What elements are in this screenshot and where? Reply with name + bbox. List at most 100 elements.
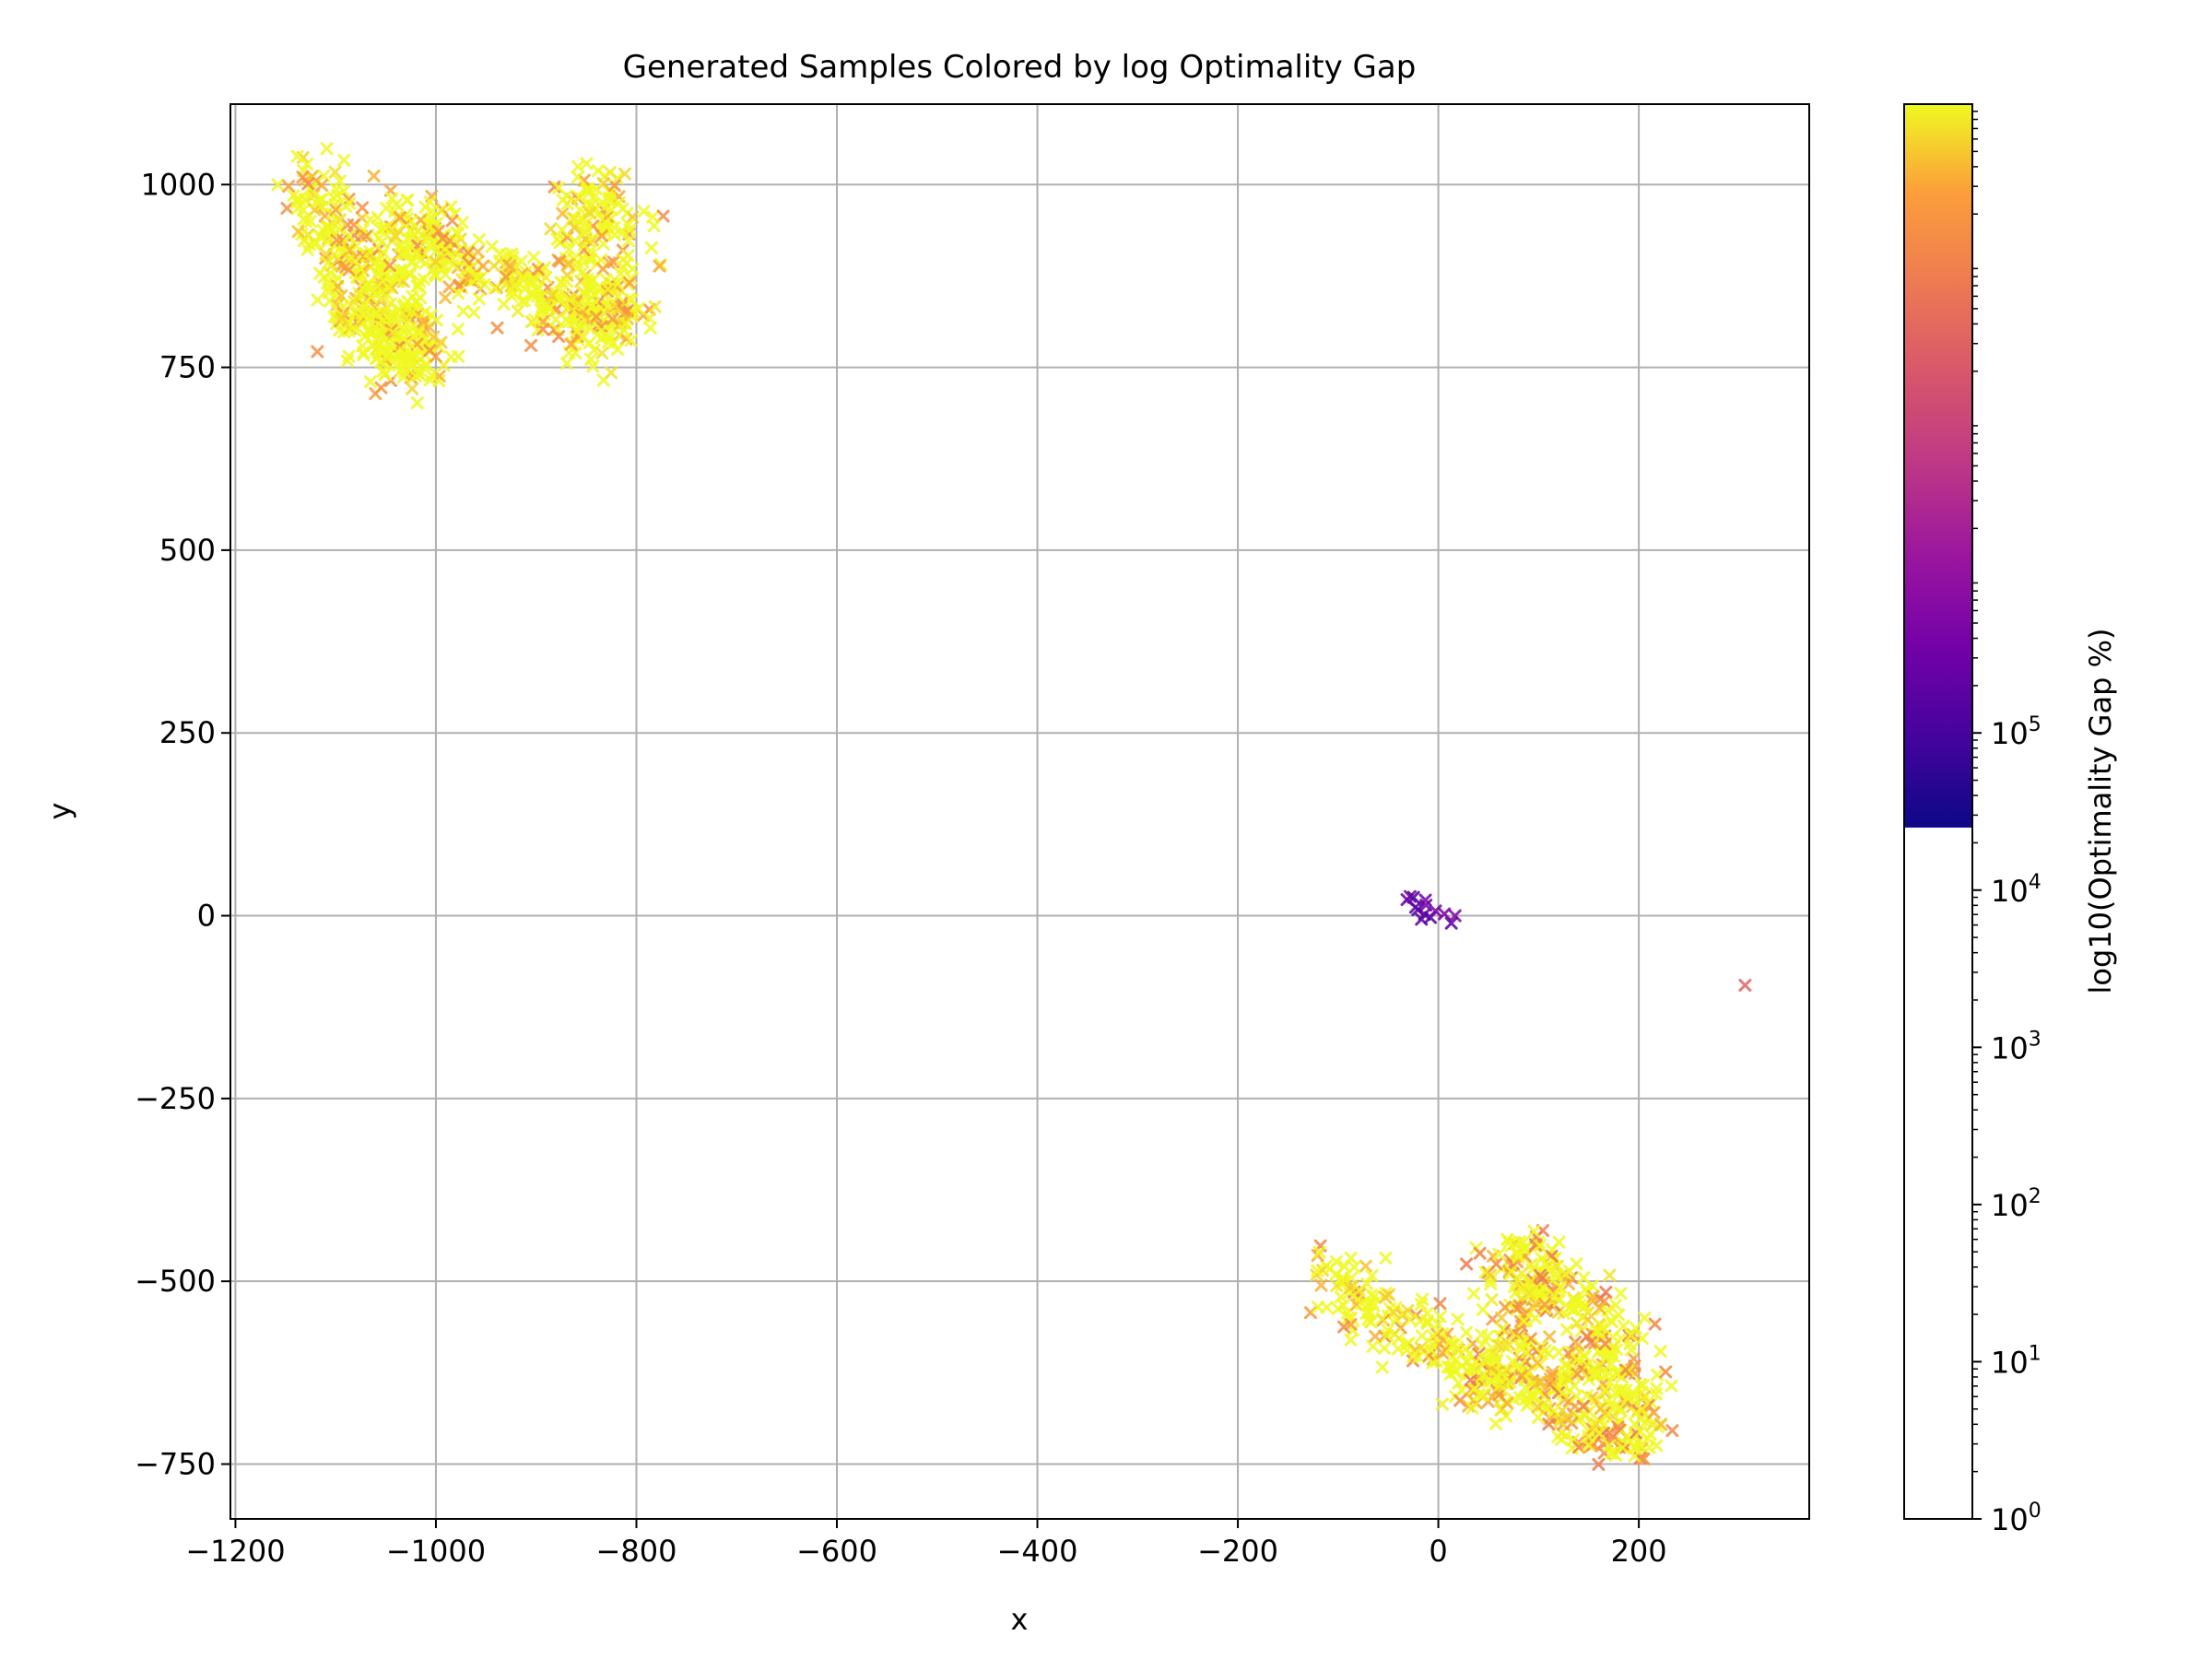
data-point bbox=[1538, 1301, 1552, 1315]
colorbar-tick-label: 102 bbox=[1991, 1185, 2041, 1223]
data-point bbox=[1560, 1323, 1574, 1336]
data-point bbox=[1565, 1271, 1579, 1285]
data-point bbox=[1610, 1343, 1624, 1357]
data-point bbox=[488, 259, 501, 273]
data-point bbox=[1522, 1395, 1535, 1409]
data-point bbox=[310, 195, 324, 209]
data-point bbox=[623, 276, 637, 289]
data-point bbox=[582, 186, 595, 200]
data-point bbox=[1554, 1280, 1568, 1294]
data-point bbox=[1359, 1306, 1373, 1320]
data-point bbox=[1624, 1328, 1638, 1342]
data-point bbox=[1650, 1439, 1664, 1453]
y-axis-ticks: −750 −500 −250 0 250 500 750 1000 bbox=[135, 167, 230, 1482]
data-point bbox=[401, 193, 415, 206]
data-point bbox=[1375, 1312, 1389, 1325]
colorbar-tick-label: 104 bbox=[1991, 871, 2041, 909]
data-point bbox=[1438, 907, 1452, 921]
data-point bbox=[1337, 1260, 1351, 1274]
data-point bbox=[562, 242, 576, 256]
data-point bbox=[364, 375, 378, 389]
data-point bbox=[399, 207, 413, 221]
data-point bbox=[594, 229, 608, 242]
data-point bbox=[390, 211, 404, 225]
data-point bbox=[313, 266, 327, 280]
data-point bbox=[1583, 1335, 1597, 1349]
data-point bbox=[452, 349, 465, 363]
data-point bbox=[451, 323, 465, 336]
data-point bbox=[388, 267, 402, 281]
data-point bbox=[1538, 1298, 1552, 1312]
data-point bbox=[385, 192, 399, 206]
data-point bbox=[1529, 1238, 1543, 1252]
data-point bbox=[582, 205, 596, 218]
data-point bbox=[1401, 1303, 1415, 1317]
data-point bbox=[297, 212, 311, 226]
data-point bbox=[371, 306, 384, 320]
data-point bbox=[414, 291, 428, 305]
data-point bbox=[1620, 1430, 1634, 1443]
data-point bbox=[1582, 1430, 1595, 1443]
data-point bbox=[556, 206, 570, 220]
x-tick-label: −800 bbox=[596, 1534, 677, 1569]
data-point bbox=[1614, 1383, 1628, 1397]
colorbar-tick-label: 103 bbox=[1991, 1028, 2041, 1065]
y-tick-label: 1000 bbox=[141, 167, 216, 202]
data-point bbox=[315, 178, 329, 192]
colorbar: 100 101 102 103 104 105 log10(Optimality Gap … bbox=[1903, 103, 2118, 1537]
data-point bbox=[394, 238, 407, 252]
data-point bbox=[354, 262, 368, 276]
data-point bbox=[1513, 1314, 1527, 1328]
data-point bbox=[1512, 1235, 1526, 1249]
data-point bbox=[1489, 1353, 1503, 1367]
data-point bbox=[333, 174, 347, 188]
data-point bbox=[409, 245, 423, 259]
data-point bbox=[1562, 1277, 1576, 1290]
data-point bbox=[379, 368, 393, 382]
data-point bbox=[511, 304, 524, 318]
data-point bbox=[518, 294, 532, 308]
data-point bbox=[356, 201, 370, 215]
data-point bbox=[445, 214, 459, 228]
data-point bbox=[448, 207, 462, 221]
data-point bbox=[1415, 912, 1429, 926]
data-point bbox=[418, 305, 432, 319]
data-point bbox=[1576, 1399, 1590, 1413]
data-point bbox=[573, 318, 587, 332]
data-point bbox=[1512, 1251, 1525, 1265]
data-point bbox=[553, 254, 567, 268]
data-point bbox=[1359, 1259, 1372, 1273]
data-point bbox=[1453, 1394, 1467, 1407]
data-point bbox=[1475, 1369, 1488, 1382]
data-point bbox=[1473, 1246, 1487, 1260]
data-point bbox=[1629, 1441, 1642, 1455]
data-point bbox=[431, 224, 445, 238]
data-point bbox=[383, 337, 397, 351]
data-point bbox=[427, 330, 441, 344]
data-point bbox=[1435, 1346, 1449, 1359]
data-point bbox=[1606, 1315, 1619, 1329]
data-point bbox=[1609, 1298, 1623, 1312]
data-point bbox=[1556, 1386, 1570, 1400]
data-point bbox=[382, 259, 396, 273]
data-point bbox=[1416, 1292, 1430, 1306]
data-point bbox=[1552, 1346, 1566, 1359]
data-point bbox=[470, 272, 484, 286]
x-tick-label: −200 bbox=[1197, 1534, 1278, 1569]
data-point bbox=[321, 256, 335, 270]
data-point bbox=[452, 287, 465, 300]
data-point bbox=[549, 312, 563, 326]
data-point bbox=[1593, 1427, 1606, 1441]
data-point bbox=[656, 209, 670, 223]
data-point bbox=[1335, 1271, 1349, 1285]
data-point bbox=[1570, 1353, 1583, 1367]
data-point bbox=[1606, 1349, 1620, 1363]
colorbar-ticks: 100 101 102 103 104 105 bbox=[1972, 111, 2041, 1537]
data-point bbox=[1381, 1328, 1394, 1342]
data-point bbox=[347, 295, 361, 309]
data-point bbox=[477, 259, 490, 273]
data-point bbox=[1577, 1271, 1591, 1285]
data-point bbox=[1533, 1239, 1547, 1253]
data-point bbox=[601, 282, 615, 296]
data-point bbox=[291, 225, 305, 239]
